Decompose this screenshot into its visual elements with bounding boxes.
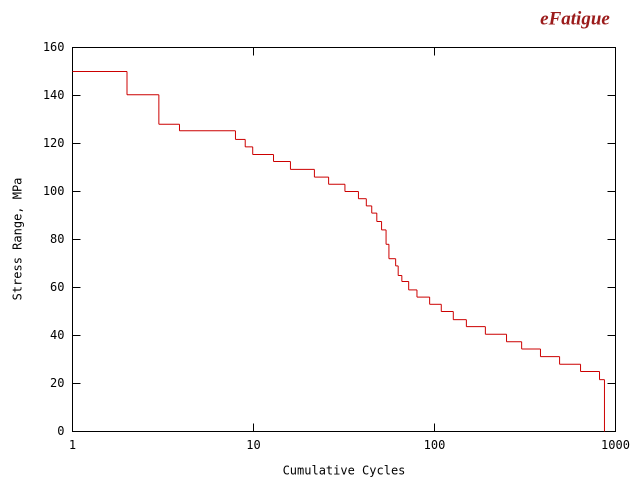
y-axis-label: Stress Range, MPa	[11, 178, 25, 301]
x-axis-label: Cumulative Cycles	[283, 464, 406, 478]
y-tick-label: 140	[43, 88, 65, 102]
x-tick-label: 1	[69, 438, 76, 452]
logo: eFatigue	[540, 8, 610, 29]
y-tick-label: 160	[43, 40, 65, 54]
y-tick-label: 40	[50, 328, 64, 342]
y-tick-label: 20	[50, 376, 64, 390]
y-tick-label: 60	[50, 280, 64, 294]
plot-frame	[72, 47, 616, 432]
y-tick-label: 120	[43, 136, 65, 150]
x-tick-label: 100	[424, 438, 446, 452]
y-tick-label: 100	[43, 184, 65, 198]
x-tick-label: 10	[246, 438, 260, 452]
y-tick-label: 0	[57, 424, 64, 438]
y-tick-label: 80	[50, 232, 64, 246]
x-tick-label: 1000	[601, 438, 630, 452]
